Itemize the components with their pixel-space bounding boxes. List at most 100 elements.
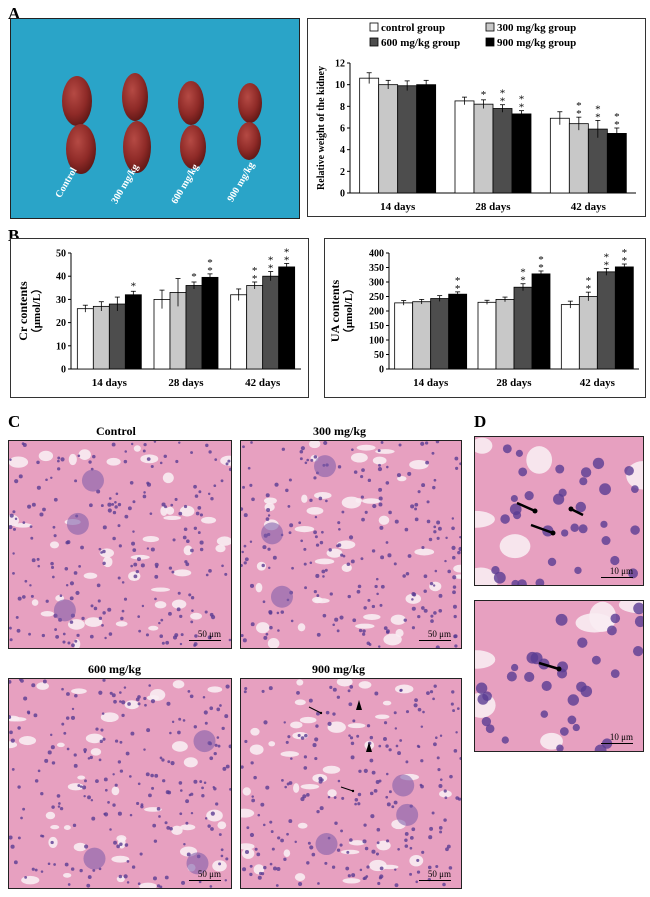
tubule-lumen — [31, 599, 39, 606]
cell-nucleus — [30, 536, 34, 540]
tubule-lumen — [179, 505, 195, 517]
cell-nucleus — [257, 813, 261, 817]
cell-nucleus — [575, 501, 587, 513]
cell-nucleus — [127, 702, 131, 706]
tubule-lumen — [130, 554, 150, 560]
cell-nucleus — [328, 548, 332, 552]
bar — [124, 294, 142, 370]
tubule-lumen — [173, 569, 192, 577]
cell-nucleus — [535, 578, 545, 585]
cell-nucleus — [288, 819, 293, 824]
cell-nucleus — [9, 715, 12, 719]
cell-nucleus — [164, 821, 168, 825]
cell-nucleus — [228, 744, 231, 749]
cell-nucleus — [453, 749, 458, 753]
cell-nucleus — [610, 669, 620, 679]
tubule-lumen — [327, 721, 346, 733]
cell-nucleus — [362, 877, 366, 881]
cell-nucleus — [204, 610, 208, 614]
cell-nucleus — [370, 814, 375, 819]
cell-nucleus — [148, 684, 152, 687]
tubule-lumen — [575, 613, 614, 633]
cell-nucleus — [433, 684, 437, 688]
cell-nucleus — [316, 711, 320, 716]
cell-nucleus — [272, 866, 277, 871]
cell-nucleus — [362, 629, 366, 633]
cell-nucleus — [263, 635, 268, 640]
cell-nucleus — [172, 635, 178, 640]
cell-nucleus — [457, 550, 461, 555]
cell-nucleus — [329, 592, 333, 596]
tubule-lumen — [63, 872, 72, 878]
cell-nucleus — [314, 535, 318, 539]
cell-nucleus — [209, 756, 214, 761]
cell-nucleus — [313, 530, 317, 535]
cell-nucleus — [219, 704, 222, 707]
y-tick-label: 250 — [369, 292, 384, 303]
cell-nucleus — [363, 606, 367, 610]
cell-nucleus — [251, 795, 254, 798]
cell-nucleus — [541, 680, 552, 692]
category-label: 28 days — [168, 377, 204, 389]
tubule-lumen — [372, 456, 387, 465]
cell-nucleus — [123, 459, 128, 464]
cell-nucleus — [263, 865, 267, 870]
cell-nucleus — [50, 565, 55, 569]
detail-image-top: 10 μm — [474, 436, 644, 586]
cell-nucleus — [377, 881, 381, 886]
cell-nucleus — [97, 599, 101, 603]
tubule-lumen — [217, 821, 227, 830]
cell-nucleus — [71, 643, 75, 648]
cell-nucleus — [332, 687, 337, 692]
cell-nucleus — [121, 609, 125, 613]
ua-contents-chart: 0 50 100 150 200 250 300 350 400 UA contents （μmol… — [328, 247, 639, 389]
cell-nucleus — [304, 461, 308, 465]
arrow-line — [308, 706, 322, 714]
cell-nucleus — [220, 479, 224, 483]
cell-nucleus — [553, 493, 565, 505]
cell-nucleus — [342, 554, 346, 558]
cell-nucleus — [193, 526, 198, 530]
cell-nucleus — [178, 441, 181, 444]
cell-nucleus — [119, 691, 122, 694]
cell-nucleus — [10, 738, 15, 743]
cell-nucleus — [377, 466, 383, 472]
cell-nucleus — [112, 773, 115, 776]
cell-nucleus — [241, 550, 244, 554]
cell-nucleus — [349, 838, 353, 842]
cell-nucleus — [297, 733, 301, 737]
significance-mark: * * — [614, 111, 620, 131]
cell-nucleus — [170, 503, 174, 507]
tubule-lumen — [171, 825, 183, 836]
cell-nucleus — [194, 634, 198, 638]
cell-nucleus — [334, 617, 339, 622]
cell-nucleus — [40, 792, 44, 796]
cell-nucleus — [300, 539, 303, 543]
tubule-lumen — [294, 699, 306, 706]
cell-nucleus — [253, 775, 257, 780]
tubule-lumen — [356, 444, 376, 451]
tubule-lumen — [290, 721, 303, 729]
cell-nucleus — [154, 597, 157, 601]
cell-nucleus — [451, 690, 455, 694]
cell-nucleus — [318, 779, 323, 784]
cell-nucleus — [377, 449, 381, 453]
tubule-lumen — [166, 506, 175, 515]
cell-nucleus — [243, 513, 248, 518]
cell-nucleus — [374, 584, 378, 589]
cell-nucleus — [316, 632, 321, 637]
cell-nucleus — [203, 781, 207, 785]
cell-nucleus — [591, 655, 601, 665]
bar — [578, 296, 598, 370]
cell-nucleus — [306, 861, 310, 865]
cell-nucleus — [362, 839, 367, 844]
cell-nucleus — [371, 770, 376, 775]
cell-nucleus — [98, 547, 102, 551]
cell-nucleus — [315, 543, 320, 547]
cell-nucleus — [262, 823, 266, 827]
cell-nucleus — [50, 561, 54, 566]
cell-nucleus — [210, 827, 214, 831]
cell-nucleus — [567, 715, 577, 725]
cell-nucleus — [511, 663, 519, 672]
cell-nucleus — [249, 872, 253, 877]
